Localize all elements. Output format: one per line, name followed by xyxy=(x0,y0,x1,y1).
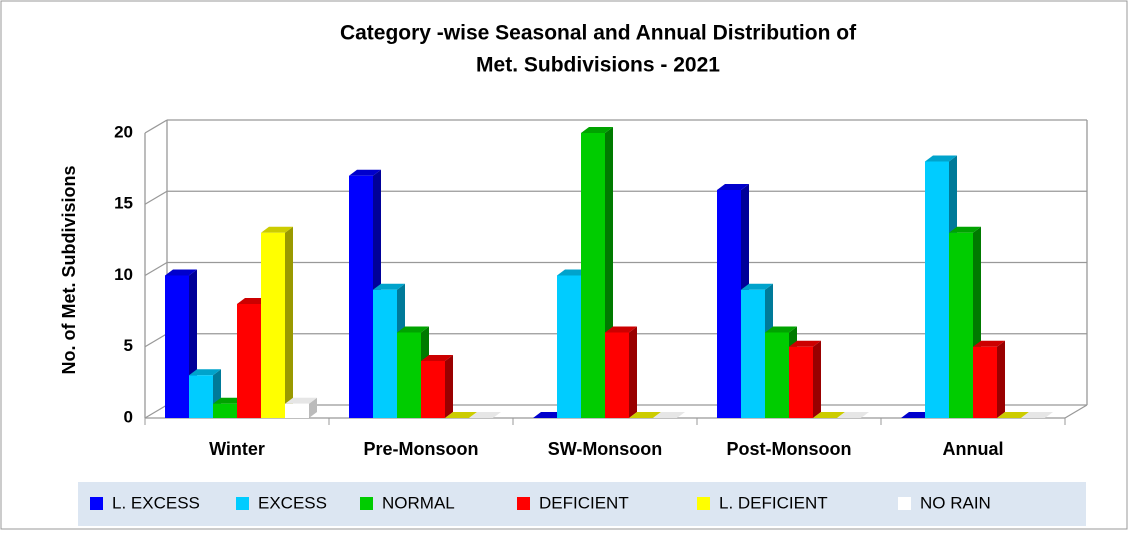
bar xyxy=(741,289,765,418)
y-tick-label: 0 xyxy=(124,407,133,426)
bar-top xyxy=(349,169,381,176)
grid-line xyxy=(144,333,168,348)
bar-top xyxy=(469,412,501,418)
bar xyxy=(397,332,421,418)
legend-swatch xyxy=(236,497,249,510)
bar-top xyxy=(605,326,637,333)
legend-label: EXCESS xyxy=(258,493,327,512)
legend-label: L. DEFICIENT xyxy=(719,493,828,512)
x-tick-label: Winter xyxy=(209,439,265,459)
bar xyxy=(349,175,373,418)
bar xyxy=(973,346,997,418)
y-axis-label: No. of Met. Subdivisions xyxy=(59,165,79,374)
grid-line xyxy=(144,190,168,205)
bar xyxy=(421,361,445,418)
bar-top xyxy=(445,412,477,418)
bar-top xyxy=(261,226,293,233)
legend-label: L. EXCESS xyxy=(112,493,200,512)
grid-line xyxy=(144,119,168,134)
bar xyxy=(949,232,973,418)
bar-side xyxy=(285,226,293,418)
legend-label: DEFICIENT xyxy=(539,493,629,512)
bar-top xyxy=(925,155,957,162)
legend-swatch xyxy=(517,497,530,510)
bar xyxy=(605,332,629,418)
legend-label: NORMAL xyxy=(382,493,455,512)
bar-top xyxy=(765,326,797,333)
bar-top xyxy=(581,127,613,133)
bar xyxy=(285,403,309,418)
bar-top xyxy=(997,412,1029,418)
legend-swatch xyxy=(90,497,103,510)
bar-top xyxy=(741,283,773,290)
bar-top xyxy=(949,226,981,233)
bar xyxy=(165,275,189,418)
bar-top xyxy=(653,412,685,418)
bar xyxy=(765,332,789,418)
bar xyxy=(557,275,581,418)
bar xyxy=(213,403,237,418)
legend-swatch xyxy=(697,497,710,510)
bar xyxy=(789,346,813,418)
bar-side xyxy=(813,340,821,418)
bar-top xyxy=(1021,412,1053,418)
bar-top xyxy=(373,283,405,290)
bar xyxy=(925,161,949,418)
x-tick-label: Post-Monsoon xyxy=(727,439,852,459)
grid-line xyxy=(144,404,168,419)
y-tick-label: 15 xyxy=(114,194,133,213)
legend-swatch xyxy=(360,497,373,510)
bar-top xyxy=(813,412,845,418)
bar-top xyxy=(629,412,661,418)
x-tick-label: SW-Monsoon xyxy=(548,439,663,459)
bar xyxy=(581,133,605,418)
y-tick-label: 5 xyxy=(124,336,133,355)
bar-top xyxy=(421,355,453,361)
bar-top xyxy=(165,269,197,276)
bar-top xyxy=(397,326,429,333)
x-tick-label: Pre-Monsoon xyxy=(364,439,479,459)
grid-line xyxy=(144,261,168,277)
chart-title: Category -wise Seasonal and Annual Distr… xyxy=(340,22,857,45)
y-tick-label: 10 xyxy=(114,265,133,284)
chart-title: Met. Subdivisions - 2021 xyxy=(476,54,720,77)
legend-label: NO RAIN xyxy=(920,493,991,512)
legend-swatch xyxy=(898,497,911,510)
bar xyxy=(189,375,213,418)
bar-top xyxy=(973,340,1005,347)
x-tick-label: Annual xyxy=(943,439,1004,459)
bar-side xyxy=(997,340,1005,418)
bar-top xyxy=(789,340,821,347)
bar-side xyxy=(629,326,637,418)
bar xyxy=(373,289,397,418)
bar xyxy=(261,232,285,418)
bar xyxy=(717,190,741,418)
bar xyxy=(237,304,261,418)
bar-top xyxy=(717,184,749,190)
bar-side xyxy=(309,397,317,418)
bar-side xyxy=(445,355,453,418)
bar-top xyxy=(837,412,869,418)
y-tick-label: 20 xyxy=(114,122,133,141)
bar-top xyxy=(285,397,317,404)
bar-top xyxy=(189,369,221,376)
floor-edge xyxy=(1064,404,1088,419)
